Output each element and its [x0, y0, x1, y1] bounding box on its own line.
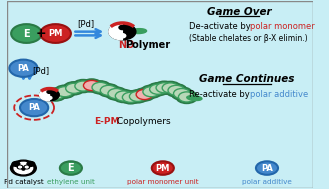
Circle shape: [84, 81, 100, 91]
Circle shape: [92, 82, 109, 92]
Wedge shape: [39, 89, 49, 101]
Circle shape: [100, 85, 117, 95]
Text: E-PM: E-PM: [94, 117, 119, 126]
Text: +: +: [36, 27, 46, 40]
Circle shape: [17, 165, 23, 169]
Circle shape: [115, 91, 132, 101]
Text: ethylene unit: ethylene unit: [47, 179, 95, 185]
Text: PA: PA: [28, 103, 40, 112]
Circle shape: [129, 91, 146, 101]
Text: polar additive: polar additive: [242, 179, 292, 185]
Circle shape: [11, 160, 36, 176]
Circle shape: [119, 34, 126, 38]
Text: polar additive: polar additive: [249, 90, 308, 99]
Circle shape: [47, 90, 52, 93]
Circle shape: [134, 88, 155, 101]
Circle shape: [154, 81, 175, 94]
Text: (Stable chelates or β-X elimin.): (Stable chelates or β-X elimin.): [189, 34, 308, 43]
Circle shape: [39, 89, 59, 101]
Text: Copolymers: Copolymers: [114, 117, 170, 126]
Circle shape: [176, 90, 197, 104]
Circle shape: [81, 79, 102, 92]
Circle shape: [108, 88, 124, 99]
Circle shape: [12, 162, 20, 166]
Circle shape: [24, 165, 30, 169]
Wedge shape: [109, 23, 122, 40]
Circle shape: [60, 161, 82, 175]
Text: PM: PM: [156, 163, 170, 173]
Text: Game Over: Game Over: [207, 7, 272, 17]
Circle shape: [11, 24, 42, 43]
Circle shape: [47, 96, 52, 99]
Circle shape: [9, 60, 38, 77]
Circle shape: [140, 85, 162, 98]
Circle shape: [136, 89, 153, 100]
Ellipse shape: [131, 29, 146, 33]
Circle shape: [106, 87, 127, 100]
Circle shape: [168, 85, 185, 95]
Circle shape: [120, 91, 141, 104]
Circle shape: [20, 99, 48, 116]
Circle shape: [150, 84, 166, 94]
Circle shape: [165, 84, 187, 97]
Circle shape: [89, 81, 111, 94]
Text: E: E: [67, 163, 74, 173]
Circle shape: [57, 87, 73, 97]
Text: polar monomer: polar monomer: [249, 22, 314, 31]
Circle shape: [109, 23, 136, 40]
Circle shape: [173, 88, 190, 99]
Text: De-activate by: De-activate by: [189, 22, 253, 31]
Circle shape: [152, 161, 174, 175]
Text: PA: PA: [261, 163, 273, 173]
Text: Pd catalyst: Pd catalyst: [4, 179, 43, 185]
Circle shape: [143, 87, 160, 97]
Text: E: E: [23, 29, 30, 39]
Circle shape: [22, 168, 25, 170]
Circle shape: [40, 24, 71, 43]
Circle shape: [113, 89, 134, 103]
Circle shape: [25, 166, 28, 168]
Text: Polymer: Polymer: [126, 40, 171, 50]
Circle shape: [122, 92, 139, 102]
Circle shape: [147, 83, 169, 96]
Circle shape: [27, 162, 35, 166]
Text: Re-activate by: Re-activate by: [189, 90, 252, 99]
Circle shape: [256, 161, 278, 175]
Circle shape: [54, 85, 75, 98]
Circle shape: [63, 82, 85, 95]
Text: NO: NO: [118, 40, 134, 50]
Text: Game Continues: Game Continues: [199, 74, 295, 84]
Text: [Pd]: [Pd]: [32, 67, 49, 76]
Circle shape: [66, 83, 82, 93]
Circle shape: [162, 83, 179, 93]
Circle shape: [171, 87, 192, 100]
Circle shape: [72, 80, 94, 93]
Ellipse shape: [187, 96, 202, 101]
Circle shape: [98, 84, 119, 97]
Circle shape: [178, 92, 195, 102]
Text: [Pd]: [Pd]: [77, 19, 94, 28]
Circle shape: [47, 89, 64, 100]
Text: PM: PM: [48, 29, 63, 38]
Circle shape: [119, 26, 126, 30]
Circle shape: [19, 166, 21, 168]
Circle shape: [160, 81, 181, 94]
Circle shape: [156, 83, 173, 93]
Text: polar monomer unit: polar monomer unit: [127, 179, 199, 185]
Circle shape: [127, 90, 148, 103]
Circle shape: [45, 88, 66, 101]
Text: PA: PA: [17, 64, 29, 73]
Circle shape: [14, 162, 33, 174]
Circle shape: [75, 81, 91, 91]
